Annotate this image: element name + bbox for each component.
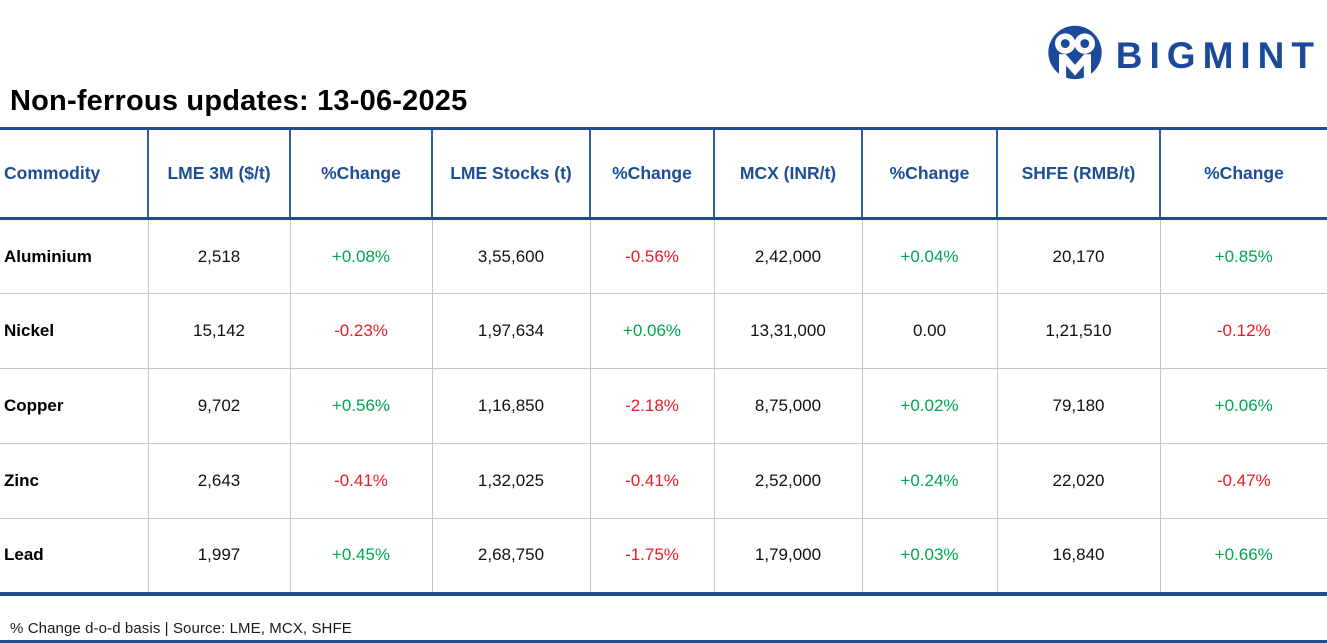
change-cell: -1.75% [589,518,714,594]
header-commodity: Commodity [0,128,148,220]
commodity-cell: Copper [0,368,148,444]
header-shfe: SHFE (RMB/t) [996,128,1160,220]
value-cell: 9,702 [147,368,290,444]
commodity-cell: Nickel [0,293,148,369]
header-lme-stocks: LME Stocks (t) [431,128,590,220]
header-lme-3m: LME 3M ($/t) [147,128,290,220]
value-cell: 2,643 [147,443,290,519]
value-cell: 1,21,510 [996,293,1160,369]
change-cell: +0.08% [289,218,432,294]
change-cell: +0.04% [861,218,997,294]
value-cell: 1,97,634 [431,293,590,369]
value-cell: 3,55,600 [431,218,590,294]
change-cell: -0.56% [589,218,714,294]
value-cell: 1,16,850 [431,368,590,444]
table-row-zinc: Zinc 2,643 -0.41% 1,32,025 -0.41% 2,52,0… [0,443,1327,519]
bottom-accent-bar [0,640,1327,643]
header-lme-stocks-change: %Change [589,128,714,220]
change-cell: +0.56% [289,368,432,444]
change-cell: -0.41% [589,443,714,519]
change-cell: +0.03% [861,518,997,594]
value-cell: 1,32,025 [431,443,590,519]
change-cell: +0.85% [1159,218,1327,294]
change-cell: -0.47% [1159,443,1327,519]
header-mcx-change: %Change [861,128,997,220]
change-cell: +0.24% [861,443,997,519]
table-row-copper: Copper 9,702 +0.56% 1,16,850 -2.18% 8,75… [0,368,1327,444]
header-shfe-change: %Change [1159,128,1327,220]
commodity-cell: Zinc [0,443,148,519]
change-cell: -0.41% [289,443,432,519]
value-cell: 2,52,000 [713,443,862,519]
value-cell: 1,997 [147,518,290,594]
header-mcx: MCX (INR/t) [713,128,862,220]
table-row-nickel: Nickel 15,142 -0.23% 1,97,634 +0.06% 13,… [0,293,1327,369]
header-row: Commodity LME 3M ($/t) %Change LME Stock… [0,128,1327,220]
change-cell: +0.66% [1159,518,1327,594]
brand-name: BIGMINT [1115,35,1321,76]
change-cell: -0.23% [289,293,432,369]
value-cell: 20,170 [996,218,1160,294]
value-cell: 13,31,000 [713,293,862,369]
change-cell: +0.06% [589,293,714,369]
brand-logo: BIGMINT [1046,24,1321,88]
commodity-table: Commodity LME 3M ($/t) %Change LME Stock… [0,127,1327,596]
change-cell: +0.06% [1159,368,1327,444]
value-cell: 1,79,000 [713,518,862,594]
commodity-cell: Lead [0,518,148,594]
change-cell: -0.12% [1159,293,1327,369]
commodity-cell: Aluminium [0,218,148,294]
value-cell: 2,42,000 [713,218,862,294]
bigmint-logo-icon [1048,25,1102,83]
change-cell: +0.45% [289,518,432,594]
page-title: Non-ferrous updates: 13-06-2025 [10,85,468,117]
change-cell: -2.18% [589,368,714,444]
table-row-aluminium: Aluminium 2,518 +0.08% 3,55,600 -0.56% 2… [0,218,1327,294]
commodity-table-wrap: Commodity LME 3M ($/t) %Change LME Stock… [0,127,1327,596]
table-row-lead: Lead 1,997 +0.45% 2,68,750 -1.75% 1,79,0… [0,518,1327,594]
footnote: % Change d-o-d basis | Source: LME, MCX,… [10,620,352,637]
value-cell: 22,020 [996,443,1160,519]
change-cell: 0.00 [861,293,997,369]
change-cell: +0.02% [861,368,997,444]
value-cell: 15,142 [147,293,290,369]
value-cell: 79,180 [996,368,1160,444]
value-cell: 8,75,000 [713,368,862,444]
value-cell: 2,518 [147,218,290,294]
header-lme-3m-change: %Change [289,128,432,220]
value-cell: 2,68,750 [431,518,590,594]
value-cell: 16,840 [996,518,1160,594]
